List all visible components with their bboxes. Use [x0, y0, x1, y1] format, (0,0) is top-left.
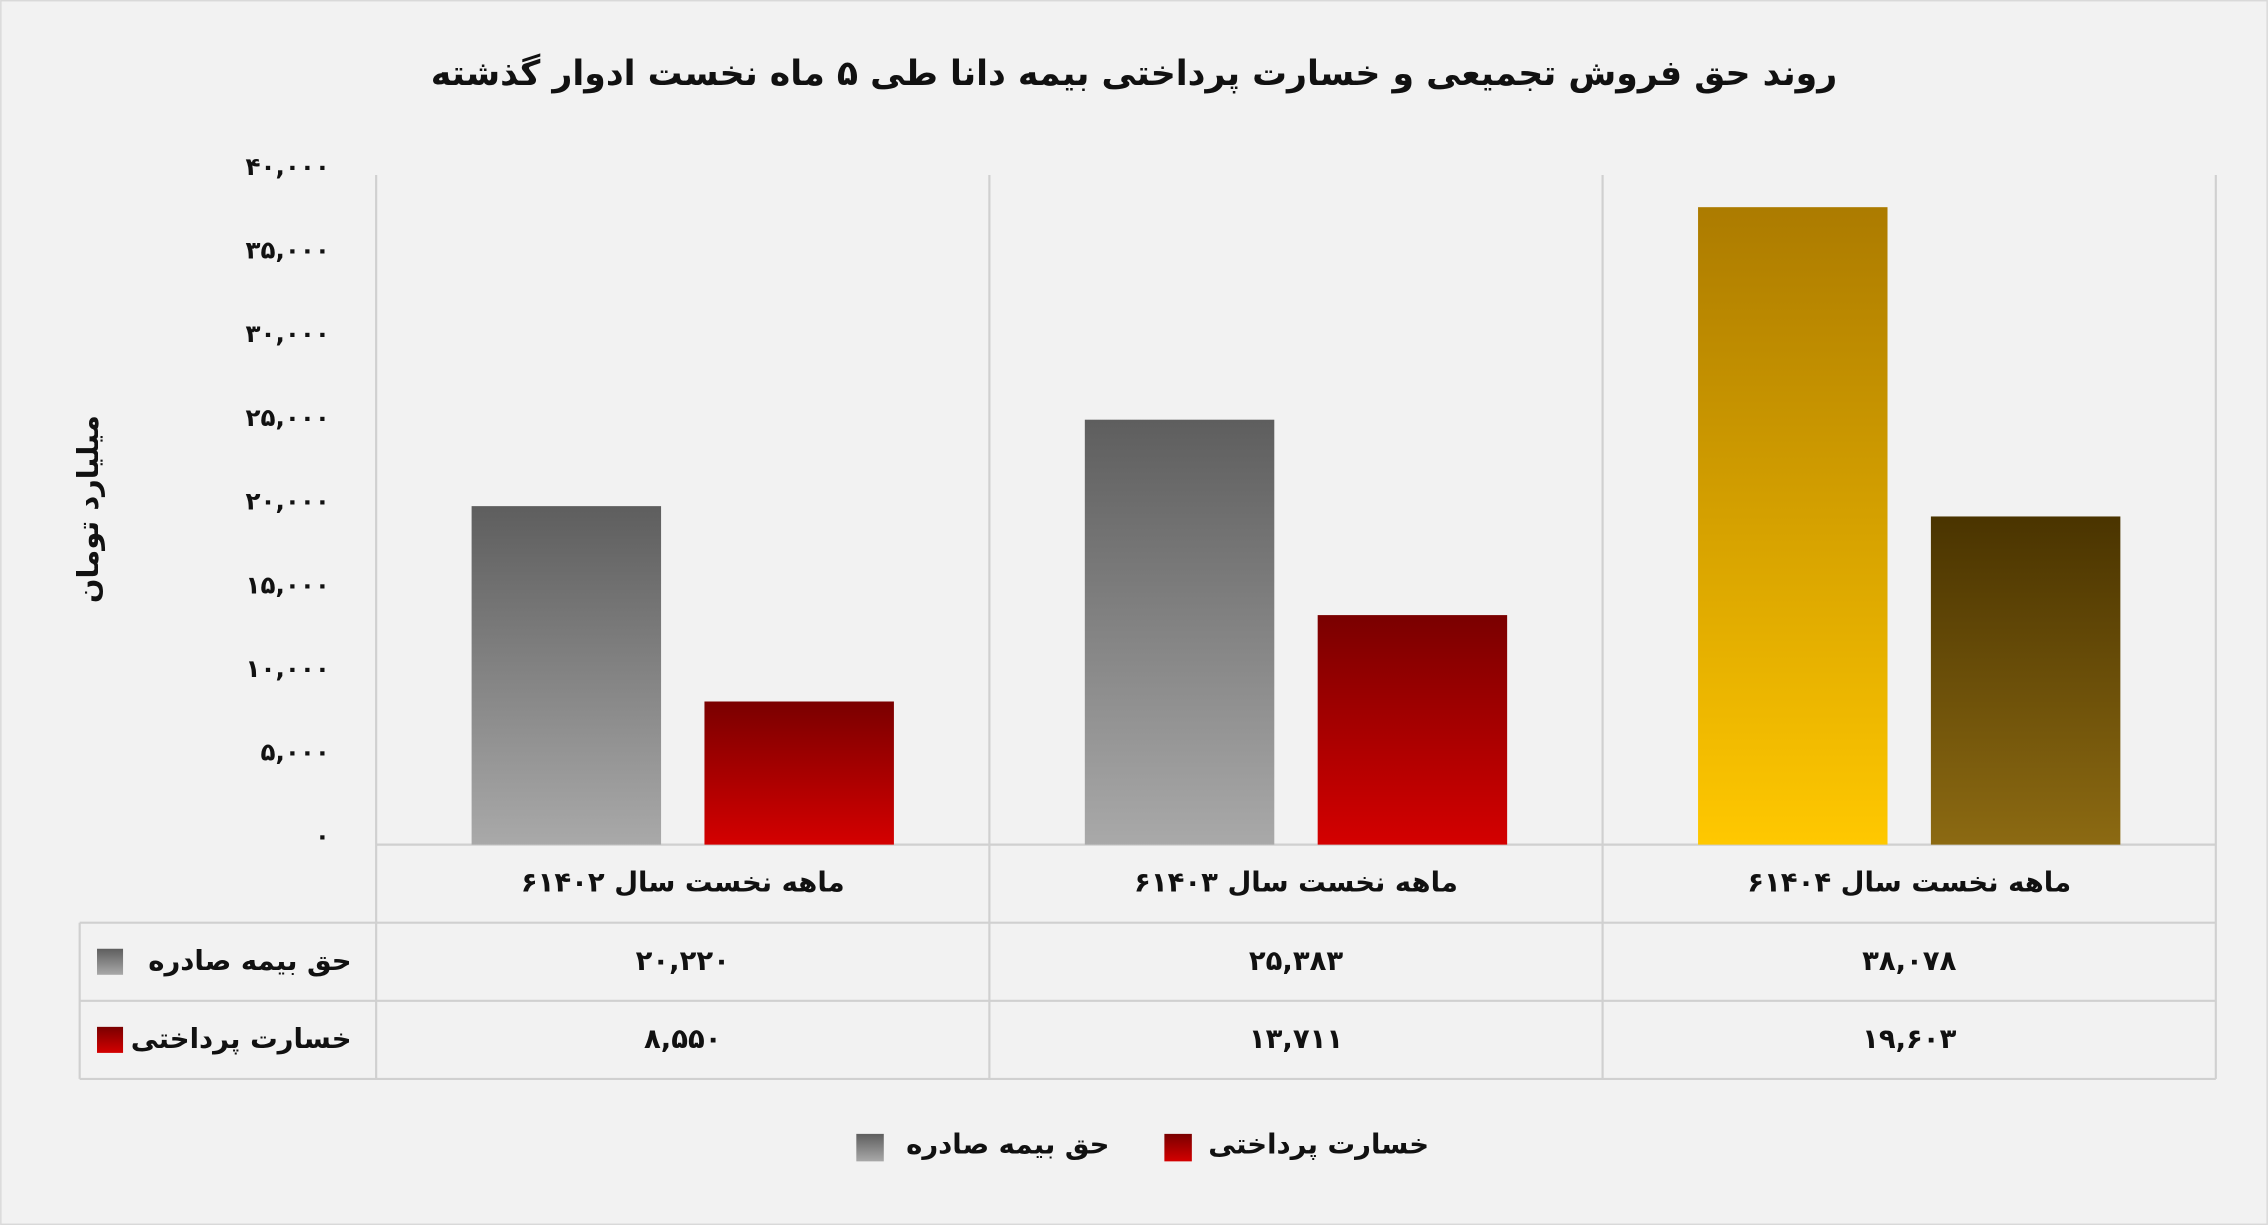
table-value: ۳۸,۰۷۸ [1862, 946, 1956, 977]
y-tick-label: ۰ [315, 821, 330, 850]
chart-title: روند حق فروش تجمیعی و خسارت پرداختی بیمه… [431, 53, 1837, 94]
table-row-label: حق بیمه صادره [148, 946, 351, 977]
bar [704, 701, 894, 845]
table-value: ۸,۵۵۰ [644, 1024, 722, 1055]
y-tick-label: ۳۵,۰۰۰ [246, 235, 330, 264]
x-tick-label: ۶ماهه نخست سال ۱۴۰۳ [1134, 868, 1458, 899]
y-axis-label: میلیارد تومان [71, 415, 105, 603]
y-tick-label: ۵,۰۰۰ [261, 738, 330, 767]
x-tick-label: ۶ماهه نخست سال ۱۴۰۴ [1747, 868, 2071, 899]
y-tick-label: ۱۵,۰۰۰ [246, 570, 330, 599]
y-tick-label: ۲۰,۰۰۰ [246, 487, 330, 516]
y-tick-label: ۱۰,۰۰۰ [246, 654, 330, 683]
bar [1084, 419, 1275, 845]
bar [471, 506, 662, 845]
y-tick-label: ۳۰,۰۰۰ [246, 319, 330, 348]
table-swatch [97, 1026, 124, 1053]
legend-label: خسارت پرداختی [1208, 1129, 1429, 1160]
legend-swatch [856, 1133, 884, 1162]
bar [1698, 207, 1888, 845]
table-value: ۲۰,۲۲۰ [636, 946, 730, 977]
legend-swatch [1164, 1133, 1192, 1162]
x-tick-label: ۶ماهه نخست سال ۱۴۰۲ [521, 868, 845, 899]
y-tick-label: ۲۵,۰۰۰ [246, 403, 330, 432]
table-value: ۲۵,۳۸۳ [1249, 946, 1343, 977]
legend-label: حق بیمه صادره [906, 1129, 1109, 1160]
bar [1317, 615, 1508, 845]
bar [1930, 516, 2121, 845]
table-swatch [97, 948, 124, 975]
table-value: ۱۳,۷۱۱ [1249, 1024, 1343, 1055]
y-tick-label: ۴۰,۰۰۰ [246, 152, 330, 181]
table-row-label: خسارت پرداختی [131, 1024, 352, 1055]
table-value: ۱۹,۶۰۳ [1862, 1024, 1956, 1055]
